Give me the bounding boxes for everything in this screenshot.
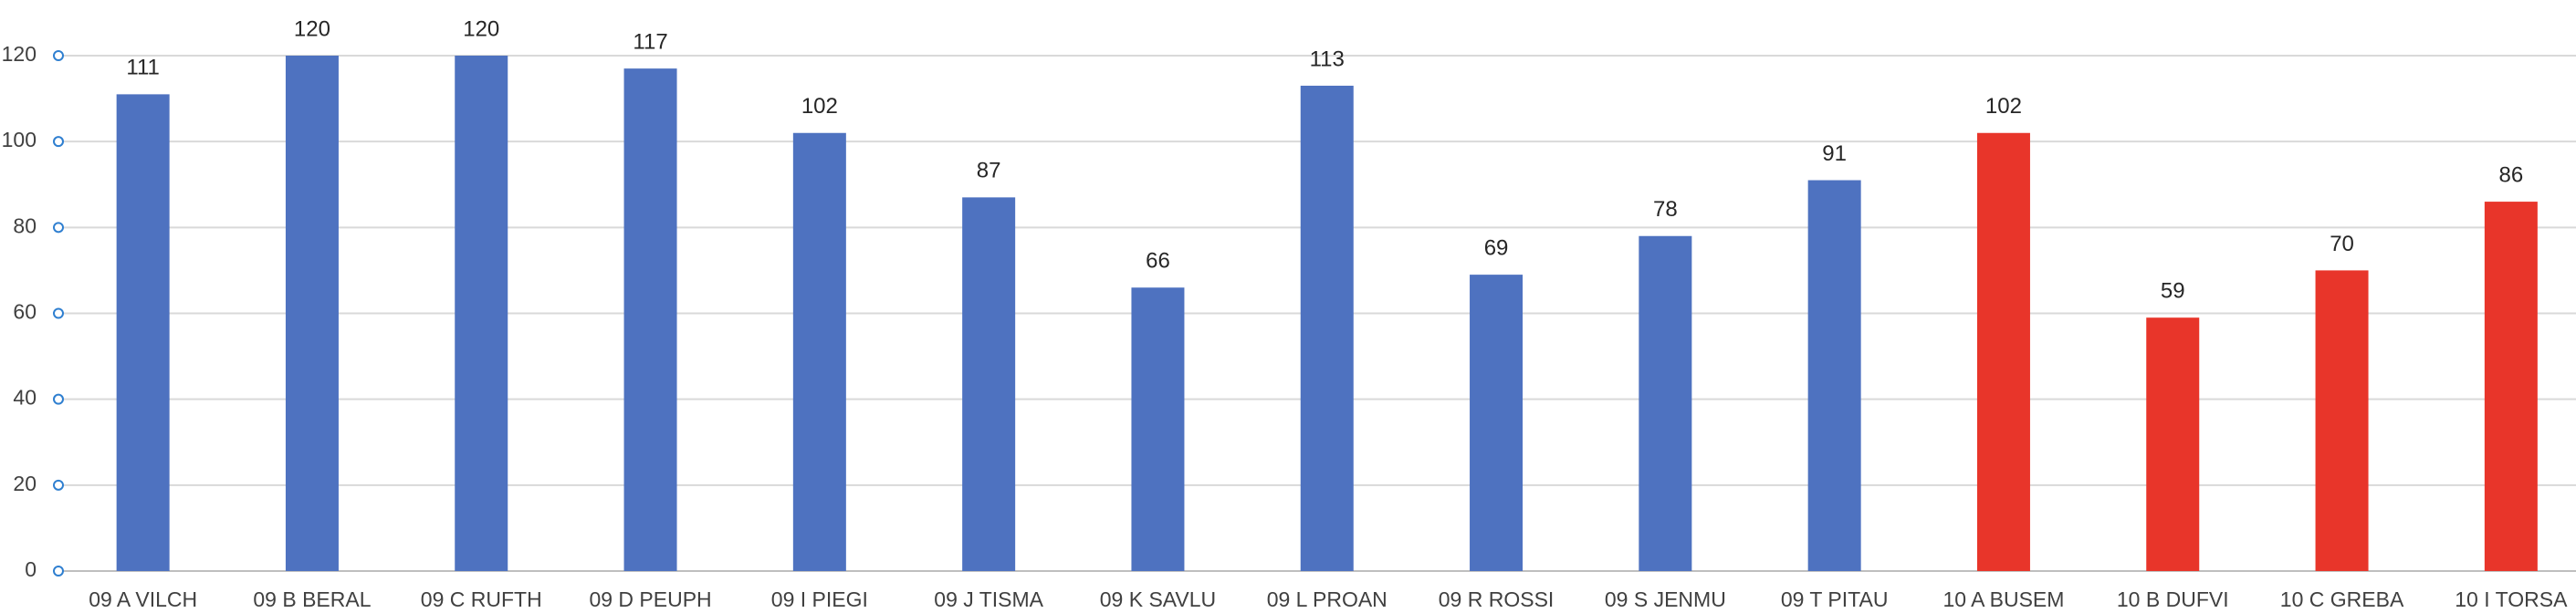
- y-tick-label: 80: [13, 213, 37, 237]
- data-label: 86: [2498, 162, 2523, 187]
- data-label: 66: [1146, 249, 1170, 274]
- data-label: 87: [977, 159, 1001, 183]
- y-tick-mark: [53, 479, 64, 491]
- y-tick-label: 40: [13, 386, 37, 410]
- data-label: 120: [463, 16, 499, 41]
- data-label: 70: [2330, 232, 2354, 256]
- data-label: 117: [633, 29, 667, 54]
- y-tick-label: 0: [25, 557, 37, 581]
- bar: [1131, 287, 1185, 571]
- x-tick-label: 09 A VILCH: [89, 587, 197, 611]
- bar: [1976, 132, 2030, 571]
- x-tick-label: 09 K SAVLU: [1100, 587, 1216, 611]
- bar: [1470, 275, 1524, 571]
- x-tick-label: 10 I TORSA: [2455, 587, 2568, 611]
- data-label: 91: [1822, 141, 1847, 166]
- bar: [792, 132, 846, 571]
- x-tick-label: 10 C GREBA: [2280, 587, 2404, 611]
- x-tick-label: 10 A BUSEM: [1942, 587, 2064, 611]
- y-tick-mark: [53, 50, 64, 61]
- bar: [2146, 317, 2200, 571]
- data-label: 59: [2161, 279, 2185, 304]
- bar: [1300, 85, 1354, 572]
- data-label: 102: [1985, 94, 2022, 119]
- y-tick-label: 60: [13, 300, 37, 324]
- bar: [2484, 202, 2538, 572]
- x-tick-label: 09 I PIEGI: [771, 587, 868, 611]
- bar: [962, 197, 1016, 571]
- bar: [1639, 235, 1692, 571]
- y-tick-mark: [53, 222, 64, 234]
- bar: [2315, 270, 2369, 571]
- y-tick-mark: [53, 136, 64, 148]
- bar: [455, 56, 508, 571]
- x-tick-label: 09 D PEUPH: [589, 587, 711, 611]
- x-tick-label: 09 S JENMU: [1605, 587, 1726, 611]
- x-tick-label: 10 B DUFVI: [2117, 587, 2229, 611]
- data-label: 78: [1653, 197, 1678, 222]
- x-tick-label: 09 C RUFTH: [421, 587, 542, 611]
- bar: [1807, 180, 1861, 571]
- x-tick-label: 09 J TISMA: [934, 587, 1043, 611]
- data-label: 111: [126, 56, 159, 80]
- data-label: 113: [1310, 47, 1345, 71]
- data-label: 69: [1484, 235, 1509, 260]
- x-tick-label: 09 L PROAN: [1267, 587, 1387, 611]
- bar: [623, 68, 677, 571]
- y-tick-label: 20: [13, 472, 37, 495]
- x-tick-label: 09 B BERAL: [253, 587, 371, 611]
- y-tick-mark: [53, 307, 64, 319]
- data-label: 120: [294, 16, 330, 41]
- y-tick-label: 100: [2, 128, 37, 151]
- bar: [285, 56, 339, 571]
- bar: [116, 94, 170, 571]
- y-tick-mark: [53, 393, 64, 405]
- y-tick-mark: [53, 566, 64, 577]
- y-tick-label: 120: [2, 42, 37, 66]
- x-tick-label: 09 T PITAU: [1781, 587, 1889, 611]
- x-tick-label: 09 R ROSSI: [1439, 587, 1555, 611]
- data-label: 102: [801, 94, 838, 119]
